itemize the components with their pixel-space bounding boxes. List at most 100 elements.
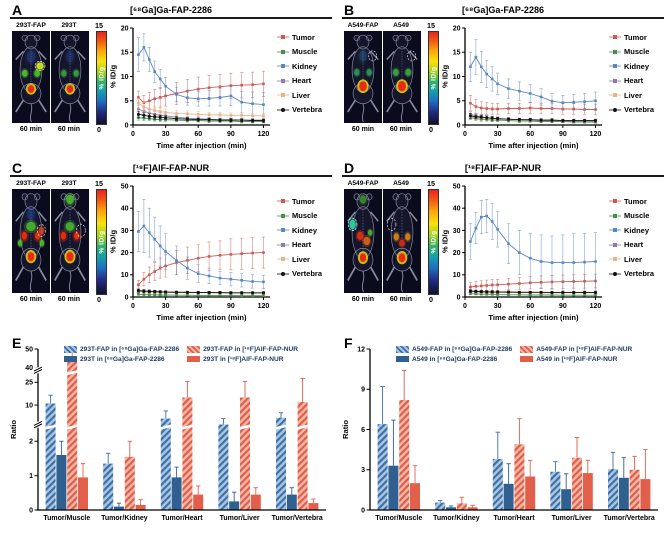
panel-F: F 0 3 6 9 12 Tumor/Muscle Tumor/Kidney Tumor/He…	[340, 335, 666, 534]
bar-legend-swatch	[396, 355, 409, 363]
panel-title-B: [⁶⁸Ga]Ga-FAP-2286	[462, 5, 544, 15]
mouse-label-fap: A549-FAP	[347, 22, 379, 29]
legend-marker-icon	[277, 35, 289, 40]
y-axis-label: % ID/g	[109, 65, 118, 89]
legend-label: Tumor	[292, 32, 315, 42]
pet-scan-fap	[12, 31, 50, 123]
bar-series-2	[399, 370, 640, 511]
legend-item-heart: Heart	[276, 238, 334, 253]
svg-text:0: 0	[29, 507, 33, 514]
svg-text:25: 25	[25, 380, 33, 387]
legend-item-vertebra: Vertebra	[608, 103, 666, 118]
svg-text:90: 90	[227, 303, 235, 310]
legend-label: Kidney	[292, 225, 318, 235]
pet-block: A549-FAP A549 15 % ID/g	[344, 21, 442, 135]
time-activity-chart-A: 0 5 10 15 20 0 30 60 90 120 % ID/g Time after injec…	[109, 25, 270, 150]
mouse-label-fap: A549-FAP	[347, 180, 379, 187]
svg-text:60: 60	[194, 303, 202, 310]
colorbar-min-label: 0	[429, 125, 433, 134]
time-label: 60 min	[19, 126, 43, 133]
svg-text:40: 40	[453, 206, 461, 213]
bar-legend-item: A549-FAP in [⁶⁸Ga]Ga-FAP-2286	[396, 346, 512, 353]
legend-label: Tumor	[624, 196, 647, 206]
legend-item-liver: Liver	[608, 88, 666, 103]
series-kidney	[136, 33, 266, 118]
pet-scan-fap	[344, 31, 382, 123]
svg-text:10: 10	[453, 74, 461, 81]
svg-text:20: 20	[453, 250, 461, 257]
panel-letter-F: F	[344, 335, 353, 351]
panel-rule	[10, 175, 332, 177]
pet-scan-control	[383, 189, 421, 293]
legend-marker-icon	[277, 242, 289, 247]
svg-text:20: 20	[453, 25, 461, 32]
pet-scan-control	[51, 189, 89, 293]
y-axis-label: Ratio	[9, 420, 18, 439]
colorbar-unit-label: % ID/g	[430, 230, 437, 254]
category-label: Tumor/Liver	[552, 515, 592, 522]
legend-label: Kidney	[624, 225, 650, 235]
category-label: Tumor/Vertebra	[604, 515, 655, 522]
category-label: Tumor/Muscle	[375, 515, 422, 522]
panel-B: B [⁶⁸Ga]Ga-FAP-2286 A549-FAP A549 15	[340, 2, 666, 158]
bar-legend-F: A549-FAP in [⁶⁸Ga]Ga-FAP-2286 A549-FAP in…	[396, 346, 632, 363]
legend-item-tumor: Tumor	[608, 30, 666, 45]
legend-marker-icon	[609, 78, 621, 83]
legend-marker-icon	[277, 257, 289, 262]
legend-label: Vertebra	[292, 105, 323, 115]
bar-series-1	[56, 440, 297, 510]
legend-label: Tumor	[624, 32, 647, 42]
legend-marker-icon	[277, 49, 289, 54]
svg-text:60: 60	[194, 131, 202, 138]
chart-legend-B: Tumor Muscle Kidney Heart Liver Vertebra	[608, 30, 666, 117]
legend-item-heart: Heart	[608, 238, 666, 253]
svg-text:50: 50	[25, 346, 33, 353]
time-label: 60 min	[19, 296, 43, 303]
category-label: Tumor/Heart	[161, 515, 203, 522]
bar-legend-item: A549 in [¹⁸F]AlF-FAP-NUR	[520, 356, 632, 363]
time-label: 60 min	[57, 296, 81, 303]
svg-text:0: 0	[361, 507, 365, 514]
svg-text:30: 30	[494, 303, 502, 310]
time-label: 60 min	[389, 296, 413, 303]
bar-series-0	[44, 394, 287, 510]
series-tumor	[468, 273, 598, 292]
bar-legend-swatch	[520, 346, 534, 353]
mouse-label-control: 293T	[61, 180, 77, 187]
colorbar-max-label: 15	[427, 179, 435, 188]
legend-marker-icon	[277, 107, 289, 112]
legend-marker-icon	[609, 35, 621, 40]
bar-legend-label: 293T in [¹⁸F]AlF-FAP-NUR	[203, 355, 284, 363]
series-vertebra	[468, 289, 598, 295]
colorbar-unit-label: % ID/g	[430, 66, 437, 90]
legend-label: Vertebra	[624, 105, 655, 115]
legend-item-liver: Liver	[276, 88, 334, 103]
x-axis-label: Time after injection (min)	[156, 313, 247, 322]
y-axis-label: % ID/g	[441, 65, 450, 89]
legend-item-kidney: Kidney	[276, 223, 334, 238]
svg-text:60: 60	[526, 131, 534, 138]
chart-legend-A: Tumor Muscle Kidney Heart Liver Vertebra	[276, 30, 334, 117]
svg-text:90: 90	[559, 303, 567, 310]
panel-rule	[342, 175, 664, 177]
svg-text:0: 0	[457, 294, 461, 301]
legend-label: Liver	[624, 254, 642, 264]
legend-item-heart: Heart	[608, 74, 666, 89]
category-label: Tumor/Muscle	[43, 515, 90, 522]
bar-legend-item: 293T-FAP in [¹⁸F]AlF-FAP-NUR	[187, 346, 298, 353]
panel-title-D: [¹⁸F]AlF-FAP-NUR	[464, 163, 542, 173]
bar-legend-label: A549 in [⁶⁸Ga]Ga-FAP-2286	[412, 355, 498, 363]
legend-item-tumor: Tumor	[276, 194, 334, 209]
svg-text:10: 10	[453, 272, 461, 279]
svg-text:120: 120	[590, 303, 602, 310]
bar-legend-swatch	[64, 355, 77, 363]
svg-text:5: 5	[125, 98, 129, 105]
category-label: Tumor/Kidney	[433, 515, 480, 522]
bar-legend-item: 293T in [¹⁸F]AlF-FAP-NUR	[187, 356, 298, 363]
axes	[37, 349, 326, 511]
legend-item-kidney: Kidney	[276, 59, 334, 74]
bar-legend-swatch	[520, 355, 534, 363]
legend-item-tumor: Tumor	[608, 194, 666, 209]
legend-label: Heart	[624, 240, 644, 250]
